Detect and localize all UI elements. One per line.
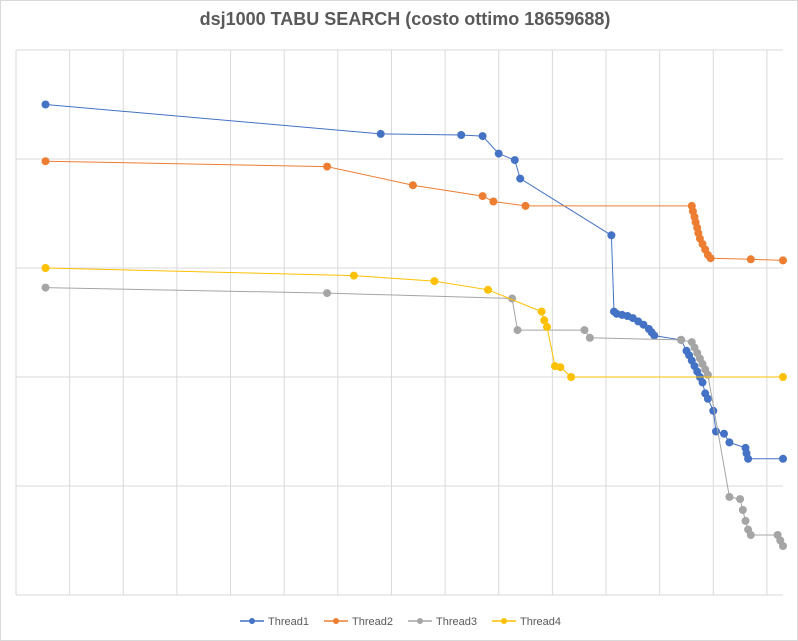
data-point: [741, 516, 750, 525]
data-point: [698, 378, 707, 387]
data-point: [408, 181, 417, 190]
data-point: [703, 370, 712, 379]
data-point: [556, 363, 565, 372]
data-point: [516, 174, 525, 183]
data-point: [478, 132, 487, 141]
series-thread3: [41, 283, 787, 550]
data-point: [677, 335, 686, 344]
chart-title: dsj1000 TABU SEARCH (costo ottimo 186596…: [200, 9, 611, 29]
gridlines: [15, 49, 783, 596]
legend-marker: [333, 618, 339, 624]
data-point: [725, 492, 734, 501]
data-point: [779, 454, 787, 463]
data-point: [323, 162, 332, 171]
data-point: [41, 264, 50, 272]
data-point: [738, 506, 747, 514]
legend-label: Thread1: [268, 616, 309, 628]
series-thread1: [41, 100, 787, 463]
data-point: [567, 373, 576, 381]
series-thread4: [41, 264, 787, 381]
legend: Thread1 Thread2 Thread3 Thread4: [240, 616, 561, 628]
data-point: [744, 454, 753, 463]
data-point: [736, 495, 745, 504]
data-point: [720, 429, 728, 438]
legend-item-thread3: Thread3: [408, 616, 477, 628]
data-point: [580, 326, 589, 335]
data-point: [746, 255, 755, 264]
data-point: [607, 231, 616, 240]
legend-label: Thread2: [352, 616, 393, 628]
data-point: [376, 129, 385, 138]
data-point: [650, 331, 659, 340]
data-point: [484, 285, 492, 294]
data-point: [489, 197, 498, 206]
data-point: [709, 406, 718, 415]
data-point: [706, 254, 715, 263]
data-point: [457, 131, 466, 139]
data-point: [703, 394, 712, 403]
data-point: [585, 333, 594, 342]
data-point: [510, 156, 519, 165]
legend-item-thread2: Thread2: [324, 616, 393, 628]
data-point: [537, 307, 546, 316]
data-point: [41, 283, 50, 292]
data-point: [430, 277, 439, 286]
data-point: [521, 201, 530, 210]
legend-label: Thread4: [520, 616, 561, 628]
data-point: [41, 157, 50, 166]
data-point: [746, 531, 755, 539]
legend-label: Thread3: [436, 616, 477, 628]
legend-marker: [417, 618, 423, 624]
data-point: [639, 320, 648, 329]
plot-area: [41, 100, 787, 550]
data-point: [779, 256, 787, 265]
legend-item-thread4: Thread4: [492, 616, 561, 628]
legend-marker: [249, 618, 255, 624]
data-point: [779, 542, 787, 550]
data-point: [323, 289, 332, 298]
data-point: [41, 100, 50, 109]
data-point: [725, 438, 734, 447]
data-point: [494, 149, 503, 158]
series-thread2: [41, 157, 787, 265]
data-point: [513, 326, 522, 335]
data-point: [779, 373, 787, 381]
data-point: [349, 271, 358, 280]
data-point: [540, 316, 549, 325]
data-point: [478, 192, 487, 201]
data-point: [543, 322, 551, 331]
legend-item-thread1: Thread1: [240, 616, 309, 628]
legend-marker: [501, 618, 507, 624]
